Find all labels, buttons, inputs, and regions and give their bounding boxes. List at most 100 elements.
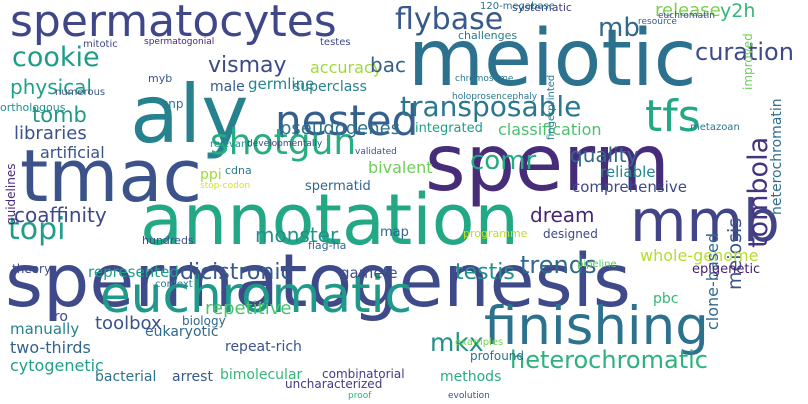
word: testes — [320, 37, 351, 48]
word: release — [655, 0, 721, 21]
word: superclass — [293, 79, 367, 95]
word: designed — [543, 227, 598, 241]
word: myb — [148, 72, 173, 85]
word: whole-genome — [640, 246, 759, 265]
word: flybase — [395, 2, 504, 37]
word: eukaryotic — [145, 324, 219, 340]
word: pipeline — [577, 259, 617, 270]
word: male — [210, 79, 245, 95]
word: pbc — [653, 291, 679, 307]
word: bacterial — [95, 369, 157, 385]
word: holoprosencephaly — [452, 92, 538, 102]
word: theory — [12, 262, 52, 276]
word: spermatocytes — [10, 0, 337, 47]
word: heterochromatin — [769, 98, 785, 215]
word: classification — [498, 120, 602, 139]
word: snp — [162, 97, 184, 111]
word: combinatorial — [322, 367, 405, 381]
word: transposable — [400, 90, 582, 123]
word: proof — [348, 391, 372, 401]
word: clone-based — [703, 232, 722, 330]
word: spermatogonial — [144, 37, 215, 47]
word: metazoan — [690, 122, 740, 133]
word: comprehensive — [572, 178, 687, 196]
word: validated — [355, 147, 397, 157]
word: improved — [741, 33, 755, 90]
word: vismay — [208, 53, 287, 78]
word: pseudogenes — [280, 118, 401, 139]
word: iro — [50, 309, 68, 325]
word: context — [155, 279, 193, 290]
word: gamete — [340, 264, 398, 282]
word: biology — [182, 314, 226, 328]
word: mb — [598, 13, 640, 43]
word: physical — [10, 75, 92, 99]
word: mkx — [430, 328, 484, 357]
word: spermatogenesis — [5, 239, 631, 324]
word: dream — [530, 203, 595, 227]
word: cookie — [12, 42, 100, 73]
word: curation — [695, 38, 794, 66]
word: comr — [470, 146, 537, 176]
word: integrated — [415, 121, 483, 136]
word: fingerprinted — [546, 74, 557, 140]
word: bivalent — [368, 158, 433, 177]
word: reliable — [600, 163, 656, 181]
word: map — [380, 225, 409, 240]
word: orthologous — [0, 101, 66, 114]
word: sperm — [425, 119, 670, 209]
word: annotation — [140, 179, 519, 261]
word: uncharacterized — [285, 377, 383, 391]
word: resource — [638, 17, 677, 27]
word: monster — [255, 223, 339, 247]
word: chromosome — [455, 74, 514, 84]
word: artificial — [40, 143, 105, 162]
word: hundreds — [142, 234, 194, 247]
word: profound — [470, 349, 525, 363]
word: finishing — [484, 296, 709, 357]
word: tomb — [32, 103, 87, 127]
word: numerous — [55, 87, 106, 98]
word: nested — [275, 96, 419, 145]
word: trends — [520, 251, 597, 279]
word: testis — [455, 260, 515, 285]
word: challenges — [458, 29, 518, 42]
word: euchromatin — [658, 11, 715, 21]
word: euchromatic — [100, 266, 413, 324]
word: spermatid — [305, 179, 371, 194]
word: heterochromatic — [510, 346, 708, 374]
word: y2h — [720, 0, 756, 22]
word: mitotic — [83, 39, 118, 50]
word: cdna — [225, 164, 252, 177]
word: aly — [130, 68, 249, 161]
word: methods — [440, 369, 502, 385]
word: topi — [8, 212, 66, 247]
word: mmb — [630, 187, 780, 255]
word: toolbox — [95, 313, 162, 334]
word: examples — [455, 337, 504, 348]
word: manually — [10, 320, 80, 338]
word: guidelines — [4, 163, 18, 225]
word: tombola — [743, 136, 774, 248]
word: stop-codon — [200, 181, 251, 191]
word: evolution — [448, 391, 490, 401]
word: shotgun — [210, 122, 357, 163]
word: bimolecular — [220, 367, 303, 383]
word: tmac — [20, 134, 203, 218]
word: libraries — [14, 123, 87, 144]
word: epigenetic — [692, 262, 761, 277]
word: accuracy — [310, 58, 383, 77]
word: programme — [463, 227, 528, 240]
word: quality — [570, 143, 639, 167]
word: repetitive — [205, 298, 292, 319]
word: dicistronic — [180, 260, 293, 285]
word: represented — [88, 263, 179, 281]
word: tfs — [645, 91, 701, 142]
word: relevant — [210, 139, 252, 150]
word: ppi — [200, 167, 222, 183]
word: two-thirds — [10, 338, 91, 357]
word: germline — [248, 75, 315, 93]
word: coaffinity — [14, 203, 107, 227]
word: meiotic — [408, 14, 697, 104]
